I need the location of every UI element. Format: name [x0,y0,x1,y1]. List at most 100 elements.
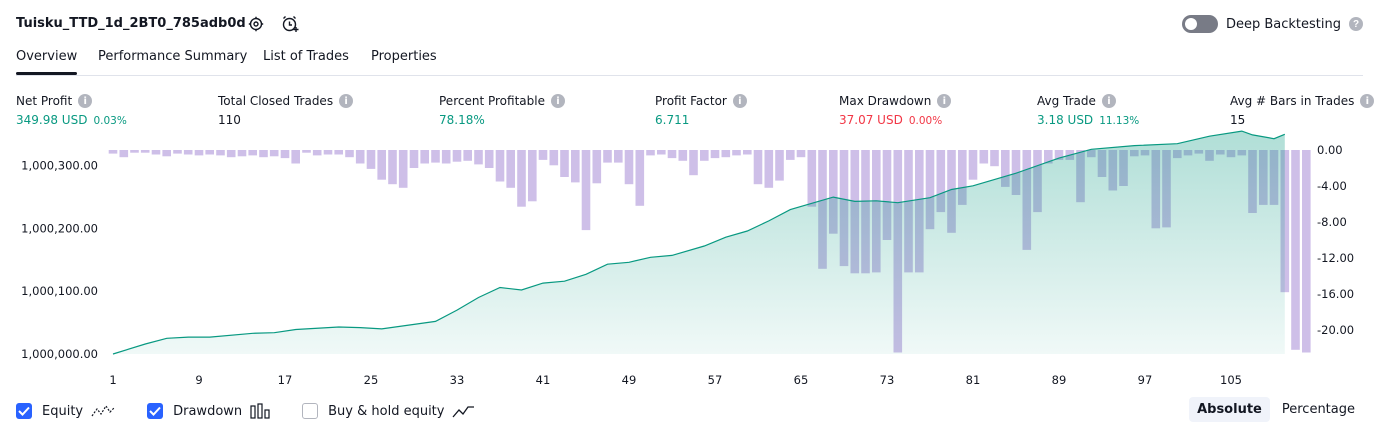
x-tick-label: 17 [278,373,293,387]
drawdown-bar [409,150,419,168]
drawdown-bar [216,150,225,156]
drawdown-bar [528,150,537,202]
drawdown-bar [796,150,806,158]
legend-drawdown[interactable]: Drawdown [147,403,270,419]
drawdown-bar [753,150,763,185]
drawdown-bar [958,150,967,205]
y-axis-label-equity: 1,000,100.00 [21,284,98,298]
drawdown-bar [1011,150,1021,195]
drawdown-bar [388,150,397,185]
drawdown-bar [151,150,161,155]
drawdown-bar [226,150,236,158]
drawdown-bar [162,150,171,157]
info-icon[interactable]: i [1360,94,1375,108]
drawdown-bar [678,150,688,161]
info-icon[interactable]: i [78,94,93,108]
mode-absolute[interactable]: Absolute [1189,397,1270,422]
tab-performance-summary[interactable]: Performance Summary [98,49,248,64]
buy-hold-line-icon [452,403,476,419]
metric-percent-profitable: Percent Profitable i 78.18% [439,94,565,127]
drawdown-bar [259,150,268,158]
buy-hold-checkbox[interactable] [302,403,319,419]
drawdown-bar [506,150,515,188]
drawdown-bar [248,150,257,156]
drawdown-bar [592,150,602,184]
drawdown-bar [517,150,526,207]
x-tick-label: 105 [1220,373,1242,387]
equity-checkbox[interactable] [16,403,32,419]
legend-buy-hold[interactable]: Buy & hold equity [302,403,476,419]
drawdown-bar [700,150,709,161]
metric-subvalue: 0.03% [93,115,127,127]
drawdown-bar [571,150,580,183]
tab-properties[interactable]: Properties [371,49,437,64]
info-icon[interactable]: i [1101,94,1116,108]
metric-value: 349.98 USD [16,113,88,127]
drawdown-bar [323,150,333,155]
drawdown-bar [140,150,150,153]
drawdown-bar [269,150,279,157]
metric-value: 110 [218,113,241,127]
drawdown-bar [108,150,118,154]
legend-label: Equity [42,403,84,419]
help-icon[interactable]: ? [1349,17,1363,31]
equity-line [112,130,1286,355]
metric-label: Total Closed Trades [218,94,334,108]
drawdown-bar [420,150,429,164]
drawdown-bar [1054,150,1064,160]
drawdown-bar [205,150,214,155]
metric-subvalue: 11.13% [1099,115,1140,127]
deep-backtesting-toggle[interactable] [1181,15,1218,33]
drawdown-bar [1291,150,1300,350]
drawdown-bar [764,150,774,188]
tab-list-of-trades[interactable]: List of Trades [263,49,349,64]
settings-icon[interactable] [246,14,266,34]
metric-subvalue: 0.00% [908,115,943,127]
x-tick-label: 33 [450,373,465,387]
drawdown-bar [624,150,634,185]
drawdown-bar [302,150,311,153]
drawdown-bar [657,150,666,155]
x-tick-label: 49 [622,373,637,387]
scale-mode-switch: Absolute Percentage [1189,397,1363,422]
metric-avg-trade: Avg Trade i 3.18 USD 11.13% [1037,94,1139,127]
drawdown-bar [721,150,731,158]
equity-drawdown-chart[interactable]: 1 9 17 25 33 41 49 57 65 73 81 89 97 105 1,000,300.00… [0,0,1379,395]
legend-equity[interactable]: Equity [16,403,115,419]
x-tick-label: 89 [1052,373,1067,387]
equity-line-icon [91,403,115,419]
drawdown-bar [452,150,462,162]
report-tabs: Overview Performance Summary List of Tra… [16,47,1363,76]
info-icon[interactable]: i [732,94,747,108]
info-icon[interactable]: i [550,94,565,108]
drawdown-bar [237,150,247,157]
x-tick-label: 73 [880,373,895,387]
info-icon[interactable]: i [339,94,354,108]
mode-percentage[interactable]: Percentage [1281,402,1355,417]
add-alert-icon[interactable] [280,14,300,34]
drawdown-bar [1302,150,1311,353]
legend-label: Buy & hold equity [328,403,445,419]
drawdown-bar [194,150,204,156]
y-axis-label-equity: 1,000,200.00 [21,221,98,235]
drawdown-bar [1044,150,1053,164]
y-axis-label-equity: 1,000,300.00 [21,159,98,173]
drawdown-bar [312,150,322,156]
metric-label: Percent Profitable [439,94,545,108]
metric-label: Net Profit [16,94,73,108]
y-axis-label-drawdown: -4.00 [1317,179,1347,193]
drawdown-bar [355,150,365,164]
x-tick-label: 57 [708,373,723,387]
drawdown-bar [183,150,193,155]
x-tick-label: 1 [109,373,116,387]
y-axis-label-drawdown: -12.00 [1317,251,1354,265]
metric-net-profit: Net Profit i 349.98 USD 0.03% [16,94,127,127]
metric-value: 15 [1230,113,1246,127]
drawdown-bar [377,150,386,180]
drawdown-checkbox[interactable] [147,403,164,419]
drawdown-bar [280,150,290,159]
info-icon[interactable]: i [937,94,952,108]
tab-overview[interactable]: Overview [16,49,78,75]
strategy-name: Tuisku_TTD_1d_2BT0_785adb0d [16,16,246,31]
drawdown-bar [334,150,343,155]
